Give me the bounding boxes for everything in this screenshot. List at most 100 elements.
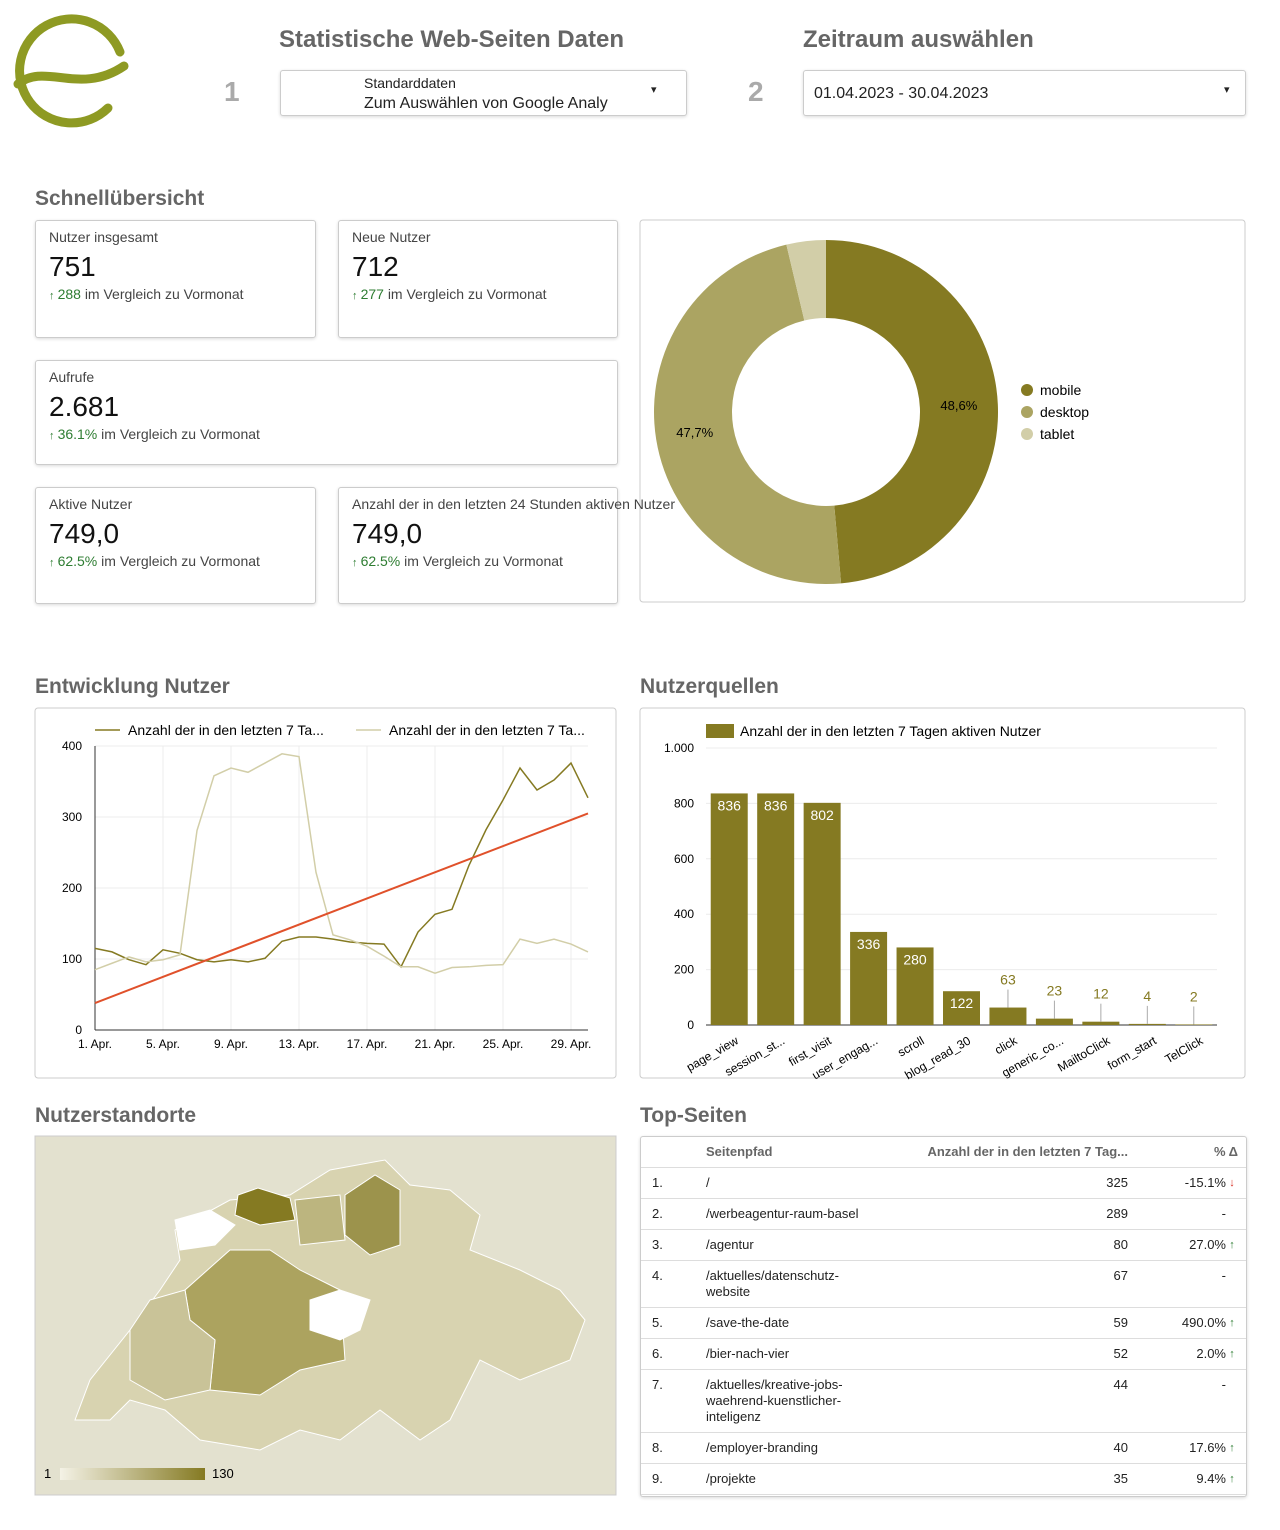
legend-label: Anzahl der in den letzten 7 Tagen aktive… <box>740 723 1041 739</box>
kpi-value: 712 <box>352 251 399 282</box>
delta-arrow: ↓ <box>1229 1177 1235 1189</box>
source-dropdown[interactable]: Standarddaten Zum Auswählen von Google A… <box>280 70 687 116</box>
legend-marker <box>1021 428 1033 440</box>
line-series <box>94 761 589 969</box>
table-row: 8. /employer-branding 40 17.6% ↑ <box>641 1433 1246 1464</box>
kpi-change: ↑ 288 im Vergleich zu Vormonat <box>49 286 244 302</box>
kpi-comparison: im Vergleich zu Vormonat <box>387 286 547 302</box>
cell: - <box>1221 1206 1226 1221</box>
bar <box>1035 1018 1073 1025</box>
dropdown-value: 01.04.2023 - 30.04.2023 <box>814 85 989 102</box>
kpi-value: 2.681 <box>49 391 120 422</box>
kpi-label: Aktive Nutzer <box>49 496 133 512</box>
value-label: 63 <box>1000 972 1016 988</box>
delta-arrow <box>1226 1377 1238 1425</box>
kpi-card: Aufrufe 2.681 ↑ 36.1% im Vergleich zu Vorm… <box>35 360 618 465</box>
cell: -15.1% <box>1184 1175 1226 1190</box>
bar <box>757 793 795 1025</box>
cell: 325 <box>1106 1175 1128 1190</box>
delta-arrow: ↑ <box>1229 1239 1235 1251</box>
x-tick-label: 17. Apr. <box>347 1037 388 1051</box>
y-tick-label: 200 <box>62 881 82 895</box>
dropdown-value: Zum Auswählen von Google Analy <box>364 95 608 112</box>
cell: /aktuelles/datenschutz-website <box>706 1268 839 1299</box>
date-dropdown[interactable]: 01.04.2023 - 30.04.2023 ▾ <box>803 70 1246 116</box>
kpi-delta: 277 <box>360 286 384 302</box>
cell: /employer-branding <box>706 1440 819 1455</box>
region <box>174 1209 236 1251</box>
table-header: Seitenpfad Anzahl der in den letzten 7 Ta… <box>641 1137 1246 1168</box>
pie-slice <box>654 244 842 584</box>
kpi-change: ↑ 62.5% im Vergleich zu Vormonat <box>49 553 260 569</box>
logo-arc <box>15 14 125 128</box>
cell: / <box>706 1175 710 1190</box>
legend-marker <box>706 724 734 738</box>
slice-label: 48,6% <box>940 398 977 413</box>
table-row: 1. / 325 -15.1% ↓ <box>641 1168 1246 1199</box>
cell: 44 <box>1113 1377 1128 1392</box>
legend-label: tablet <box>1040 426 1074 442</box>
cell: - <box>1221 1268 1226 1283</box>
table-row: 7. /aktuelles/kreative-jobs-waehrend-kuen… <box>641 1370 1246 1433</box>
title: Zeitraum auswählen <box>803 26 1034 53</box>
x-tick-label: 29. Apr. <box>551 1037 592 1051</box>
kpi-label: Anzahl der in den letzten 24 Stunden akt… <box>352 496 675 512</box>
cell: 35 <box>1113 1471 1128 1486</box>
cell: /bier-nach-vier <box>706 1346 790 1361</box>
bar <box>1082 1021 1120 1025</box>
y-tick-label: 800 <box>674 796 694 810</box>
pie-slice <box>786 240 826 321</box>
cell: 59 <box>1113 1315 1128 1330</box>
title: Statistische Web-Seiten Daten <box>279 26 624 53</box>
y-tick-label: 100 <box>62 952 82 966</box>
y-tick-label: 600 <box>674 852 694 866</box>
cell: /aktuelles/kreative-jobs-waehrend-kuenst… <box>706 1377 843 1424</box>
cell: 2. <box>652 1206 663 1221</box>
delta-arrow <box>1226 1206 1238 1222</box>
cell: /save-the-date <box>706 1315 790 1330</box>
y-tick-label: 1.000 <box>664 741 694 755</box>
value-label: 122 <box>950 995 974 1011</box>
x-tick-label: 25. Apr. <box>483 1037 524 1051</box>
kpi-value: 751 <box>49 251 96 282</box>
kpi-comparison: im Vergleich zu Vormonat <box>84 286 244 302</box>
step-number: 2 <box>748 76 764 107</box>
map <box>74 1159 586 1451</box>
x-tick-label: 21. Apr. <box>415 1037 456 1051</box>
logo-stroke <box>13 61 129 89</box>
slice-label: 47,7% <box>676 425 713 440</box>
y-tick-label: 0 <box>75 1023 82 1037</box>
cell: /agentur <box>706 1237 754 1252</box>
value-label: 836 <box>718 797 742 813</box>
kpi-label: Nutzer insgesamt <box>49 229 158 245</box>
y-tick-label: 400 <box>674 907 694 921</box>
logo <box>13 14 129 128</box>
table-row: 4. /aktuelles/datenschutz-website 67 - <box>641 1261 1246 1308</box>
cell: 6. <box>652 1346 663 1361</box>
y-tick-label: 300 <box>62 810 82 824</box>
kpi-delta: 62.5% <box>360 553 401 569</box>
column-header: % Δ <box>1213 1144 1238 1159</box>
kpi-label: Neue Nutzer <box>352 229 431 245</box>
arrow-up: ↑ <box>49 290 58 302</box>
value-label: 12 <box>1093 986 1109 1002</box>
legend-marker <box>1021 406 1033 418</box>
value-label: 4 <box>1143 988 1151 1004</box>
arrow-up: ↑ <box>352 290 361 302</box>
cell: 7. <box>652 1377 663 1392</box>
legend-label: desktop <box>1040 404 1089 420</box>
cell: /projekte <box>706 1471 756 1486</box>
value-label: 802 <box>810 807 834 823</box>
delta-arrow: ↑ <box>1229 1473 1235 1485</box>
region <box>294 1194 346 1246</box>
dropdown-arrow: ▾ <box>651 84 657 96</box>
cell: 3. <box>652 1237 663 1252</box>
section-title: Entwicklung Nutzer <box>35 675 230 698</box>
value-label: 23 <box>1047 983 1063 999</box>
kpi-value: 749,0 <box>352 518 423 549</box>
kpi-delta: 62.5% <box>57 553 98 569</box>
cell <box>641 1144 706 1160</box>
bar <box>850 931 888 1025</box>
kpi-card: Neue Nutzer 712 ↑ 277 im Vergleich zu Vorm… <box>338 220 618 338</box>
